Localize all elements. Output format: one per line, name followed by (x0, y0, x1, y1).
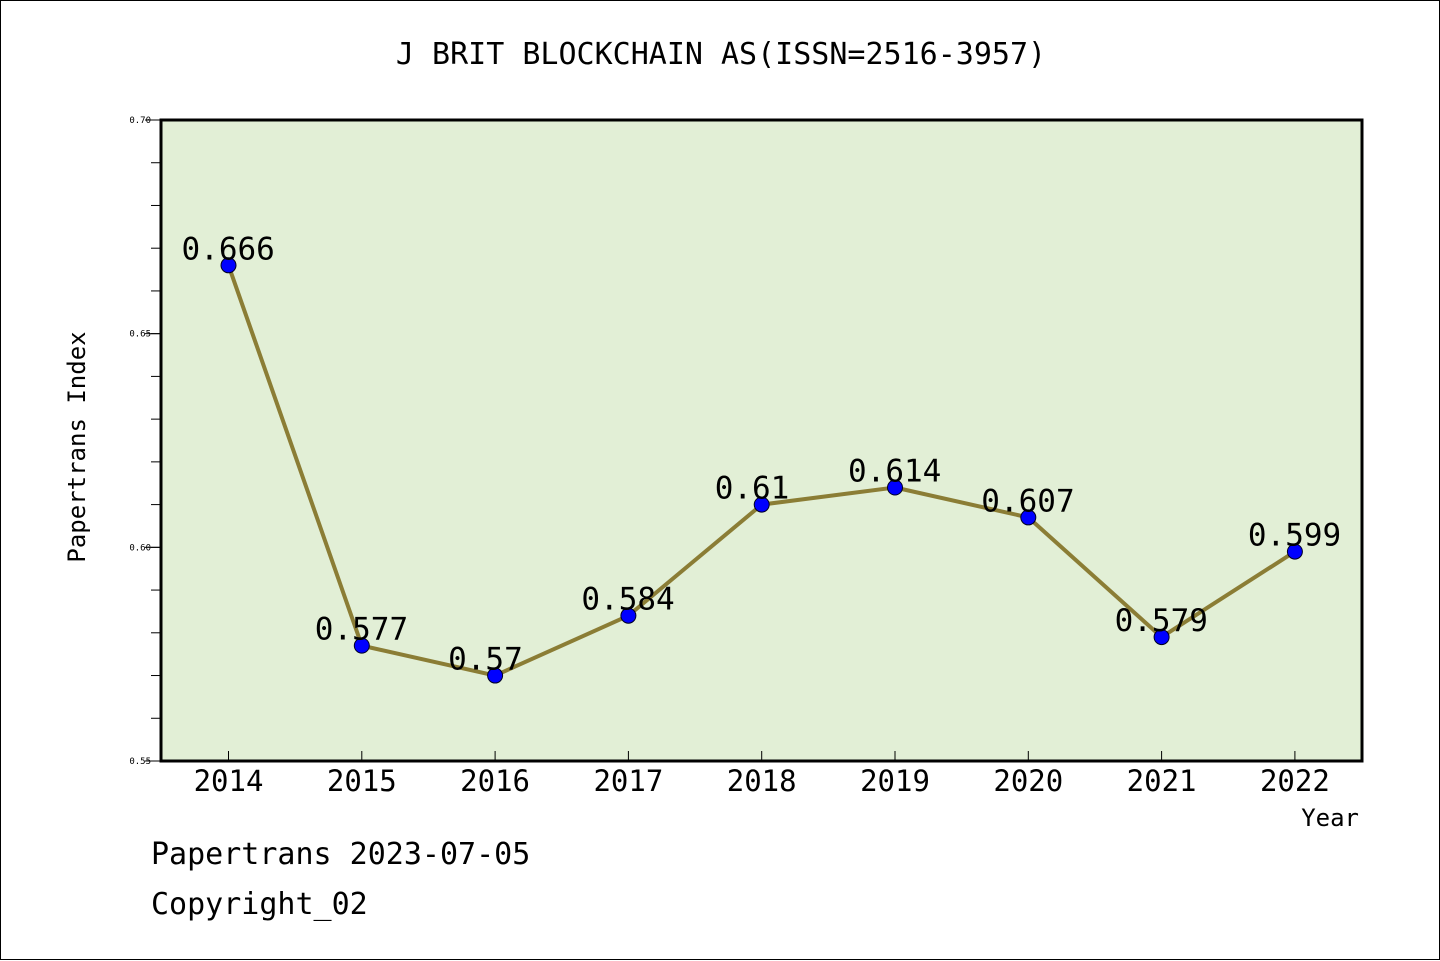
data-label: 0.614 (848, 454, 941, 490)
x-tick-label: 2020 (993, 764, 1063, 798)
x-tick-label: 2014 (194, 764, 264, 798)
x-tick-label: 2018 (727, 764, 797, 798)
footer-copyright: Copyright_02 (151, 887, 368, 922)
chart-title: J BRIT BLOCKCHAIN AS(ISSN=2516-3957) (395, 37, 1047, 72)
data-label: 0.584 (581, 582, 674, 618)
y-tick-label: 0.70 (129, 116, 151, 126)
data-label: 0.607 (981, 483, 1074, 519)
data-point (1153, 629, 1170, 646)
data-point (1286, 543, 1303, 560)
x-tick-label: 2016 (460, 764, 530, 798)
data-labels: 0.666 0.577 0.57 0.584 0.61 0.614 0.607 0.579 0.… (182, 231, 1342, 677)
x-axis-label: Year (1301, 804, 1359, 832)
y-tick-label: 0.55 (129, 757, 151, 767)
data-point (1020, 509, 1037, 526)
x-tick-label: 2021 (1127, 764, 1197, 798)
series-markers (220, 257, 1303, 684)
data-label: 0.577 (315, 612, 408, 648)
data-label: 0.579 (1115, 603, 1208, 639)
plot-frame (159, 118, 1364, 763)
data-label: 0.61 (715, 471, 790, 507)
data-label: 0.57 (448, 642, 523, 678)
data-point (220, 257, 237, 274)
x-tick-label: 2017 (593, 764, 663, 798)
data-label: 0.599 (1248, 518, 1341, 554)
data-point (620, 607, 637, 624)
data-point (753, 496, 770, 513)
data-point (487, 667, 504, 684)
data-point (887, 479, 903, 496)
y-axis-ticks: 0.55 0.60 0.65 0.70 (129, 116, 161, 767)
data-point (353, 637, 370, 654)
plot-area (161, 120, 1362, 761)
y-tick-label: 0.60 (129, 543, 151, 553)
y-axis-label: Papertrans Index (63, 331, 91, 562)
y-tick-label: 0.65 (129, 330, 151, 340)
x-tick-label: 2015 (327, 764, 397, 798)
x-tick-label: 2019 (860, 764, 930, 798)
data-label: 0.666 (182, 231, 275, 267)
footer-date-line: Papertrans 2023-07-05 (151, 837, 531, 872)
x-axis-ticks: 2014 2015 2016 2017 2018 2019 2020 2021 2022 (194, 751, 1330, 798)
x-tick-label: 2022 (1260, 764, 1330, 798)
